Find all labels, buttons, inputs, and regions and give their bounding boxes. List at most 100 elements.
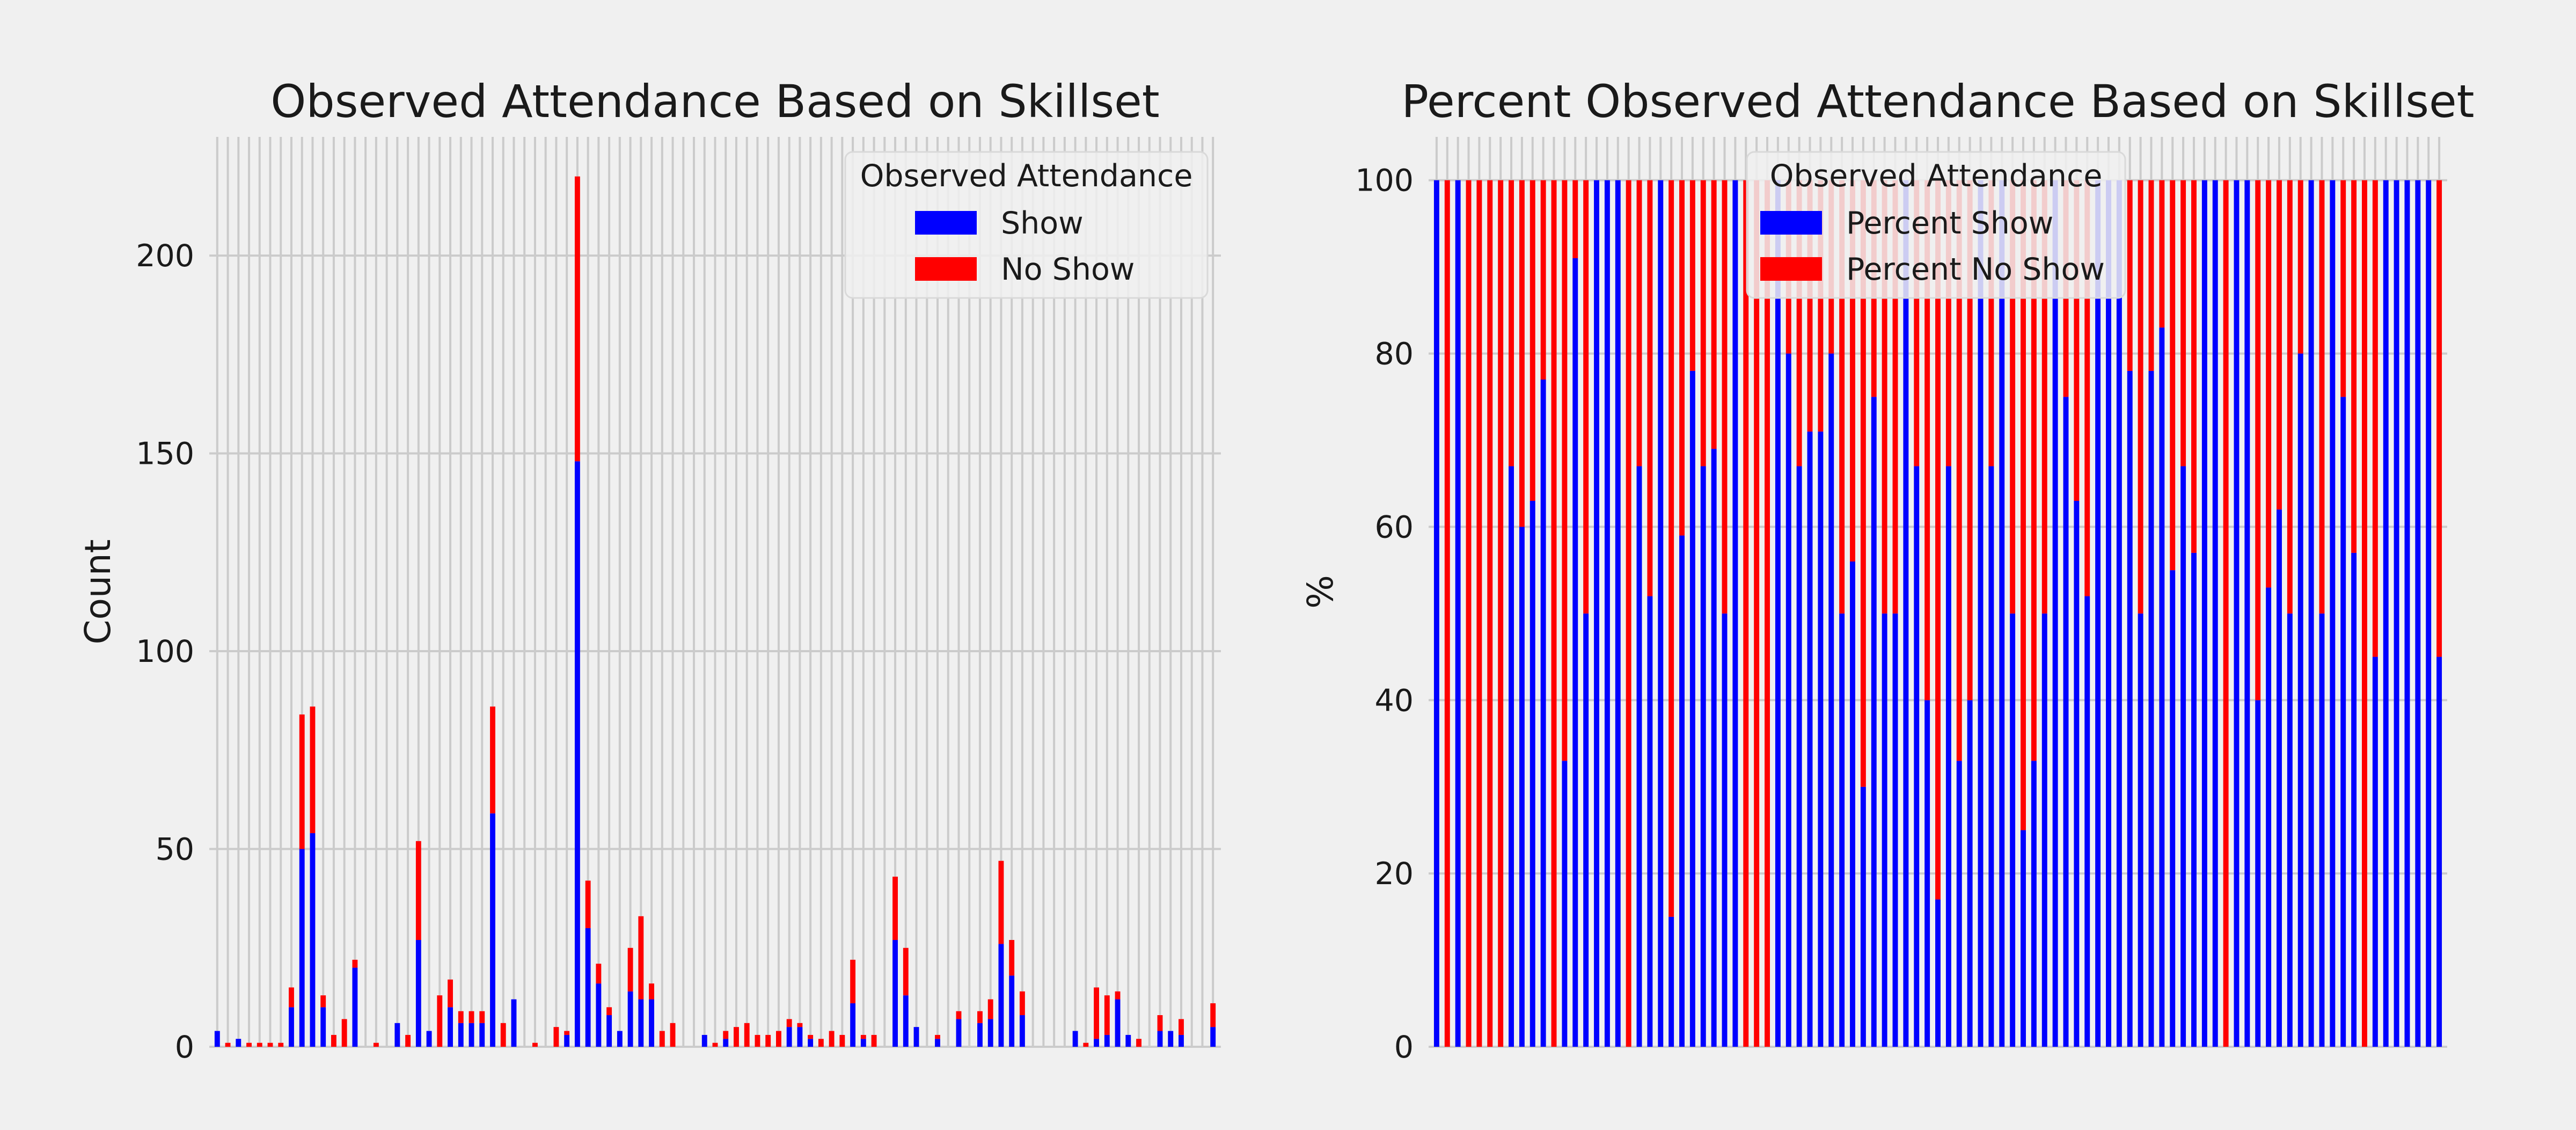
bar-segment-no-show: [448, 979, 453, 1008]
bar-segment-show: [2074, 501, 2080, 1047]
bar-segment-no-show: [1988, 180, 1994, 466]
bar-segment-no-show: [1818, 180, 1824, 432]
bar-segment-no-show: [2277, 180, 2282, 510]
y-tick-label: 20: [1374, 856, 1414, 892]
bar-segment-no-show: [2031, 180, 2037, 761]
bar-segment-no-show: [892, 877, 898, 941]
y-tick-label: 150: [136, 436, 194, 472]
bar-segment-show: [299, 849, 305, 1047]
bar-segment-show: [1903, 180, 1909, 1047]
bar-segment-no-show: [415, 841, 421, 941]
bar-segment-no-show: [299, 714, 305, 849]
bar-segment-show: [1668, 916, 1674, 1047]
bar-segment-no-show: [755, 1034, 760, 1047]
bar-segment-no-show: [1551, 180, 1557, 1047]
bar-segment-show: [394, 1023, 400, 1047]
bar-segment-no-show: [829, 1031, 835, 1047]
bar-segment-no-show: [2021, 180, 2026, 830]
bar-segment-no-show: [1882, 180, 1887, 614]
bar-segment-no-show: [606, 1007, 612, 1016]
bar-segment-show: [1519, 527, 1525, 1047]
bar-segment-show: [1785, 353, 1791, 1047]
bar-segment-show: [1636, 466, 1642, 1047]
y-tick-label: 100: [136, 634, 194, 669]
bar-segment-show: [2031, 761, 2037, 1047]
y-tick-label: 50: [155, 832, 194, 867]
chart-title: Observed Attendance Based on Skillset: [270, 75, 1159, 128]
bar-segment-no-show: [1945, 180, 1951, 466]
bar-segment-no-show: [1636, 180, 1642, 466]
legend-label: Percent No Show: [1846, 252, 2105, 287]
bar-segment-show: [987, 1019, 993, 1047]
y-tick-label: 60: [1374, 509, 1414, 545]
bar-segment-show: [1604, 180, 1610, 1047]
bar-segment-show: [1945, 466, 1951, 1047]
bar-segment-no-show: [734, 1027, 739, 1047]
bar-segment-show: [1882, 613, 1887, 1047]
bar-segment-show: [479, 1023, 485, 1047]
bar-segment-no-show: [500, 1023, 506, 1047]
bar-segment-show: [2138, 613, 2143, 1047]
bar-segment-no-show: [1466, 180, 1472, 1047]
bar-segment-no-show: [2351, 180, 2357, 553]
bar-segment-no-show: [2340, 180, 2346, 397]
bar-segment-show: [1935, 899, 1941, 1047]
bar-segment-show: [860, 1039, 866, 1047]
bar-segment-show: [2063, 397, 2069, 1047]
bar-segment-no-show: [1104, 995, 1110, 1035]
y-tick-label: 200: [136, 238, 194, 274]
bar-segment-no-show: [2074, 180, 2080, 501]
bar-segment-no-show: [1540, 180, 1546, 380]
bar-segment-show: [2021, 830, 2026, 1047]
bar-segment-show: [1892, 613, 1898, 1047]
legend-box: [1746, 151, 2126, 299]
bar-segment-no-show: [2138, 180, 2143, 614]
bar-segment-no-show: [2148, 180, 2154, 371]
bar-segment-no-show: [956, 1011, 962, 1019]
bar-segment-no-show: [1647, 180, 1653, 596]
bar-segment-no-show: [797, 1023, 803, 1027]
bar-segment-no-show: [1210, 1003, 1216, 1027]
bar-segment-no-show: [1083, 1042, 1089, 1047]
bar-segment-show: [1871, 397, 1877, 1047]
bar-segment-no-show: [479, 1011, 485, 1023]
bar-segment-no-show: [839, 1034, 845, 1047]
bar-segment-no-show: [977, 1011, 983, 1023]
bar-segment-show: [574, 461, 580, 1047]
legend-label: Percent Show: [1846, 206, 2053, 241]
bar-segment-no-show: [786, 1019, 792, 1027]
bar-segment-show: [2170, 570, 2176, 1047]
bar-segment-show: [1967, 700, 1973, 1047]
bar-segment-show: [236, 1039, 241, 1047]
bar-segment-show: [1988, 466, 1994, 1047]
bar-segment-show: [1689, 370, 1695, 1047]
right-chart-panel: 0 20 40 60 80 100 Percent Observed Attendance …: [1300, 75, 2475, 1065]
bar-segment-no-show: [1115, 991, 1121, 1000]
bar-segment-no-show: [1924, 180, 1930, 701]
bar-segment-show: [2383, 180, 2389, 1047]
bar-segment-no-show: [2266, 180, 2272, 588]
bar-segment-no-show: [257, 1042, 262, 1047]
bar-segment-no-show: [352, 959, 358, 968]
bar-segment-no-show: [1850, 180, 1855, 562]
bar-segment-show: [606, 1015, 612, 1047]
bar-segment-show: [1860, 786, 1866, 1047]
bar-segment-no-show: [1860, 180, 1866, 787]
bar-segment-show: [1775, 180, 1781, 1047]
bar-segment-no-show: [1679, 180, 1685, 536]
bar-segment-no-show: [2180, 180, 2186, 466]
bar-segment-show: [1094, 1039, 1100, 1047]
bar-segment-show: [892, 940, 898, 1047]
bar-segment-no-show: [935, 1034, 940, 1039]
y-axis-label: Count: [77, 539, 119, 644]
bar-segment-show: [2095, 180, 2101, 1047]
bar-segment-no-show: [532, 1042, 538, 1047]
bar-segment-show: [1179, 1034, 1184, 1047]
bar-segment-show: [2052, 180, 2058, 1047]
bar-segment-no-show: [1529, 180, 1535, 501]
bar-segment-no-show: [2041, 180, 2047, 614]
bar-segment-show: [1999, 180, 2005, 1047]
bar-segment-no-show: [2191, 180, 2197, 553]
bar-segment-show: [808, 1039, 814, 1047]
bar-segment-show: [2212, 180, 2218, 1047]
